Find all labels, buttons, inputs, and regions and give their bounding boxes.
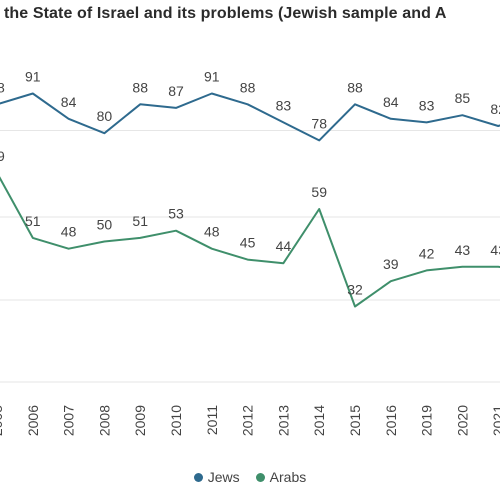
data-label: 43	[455, 242, 471, 258]
x-axis-ticks: 2005 2006 2007 2008 2009 2010 2011 2012 2013 2014…	[0, 405, 500, 436]
data-labels-arabs: 6951485051534845445932394243434	[0, 148, 500, 298]
x-tick-label: 2019	[419, 405, 435, 436]
data-labels-jews: 8891848088879188837888848385828	[0, 68, 500, 131]
legend-marker-arabs	[255, 472, 265, 482]
data-label: 85	[455, 90, 471, 106]
series-line-arabs	[0, 176, 500, 308]
data-label: 43	[490, 242, 500, 258]
data-label: 82	[490, 101, 500, 117]
data-label: 84	[61, 94, 77, 110]
legend: Jews Arabs	[0, 469, 500, 485]
data-label: 80	[97, 108, 113, 124]
data-label: 51	[132, 213, 148, 229]
data-label: 83	[419, 97, 435, 113]
x-tick-label: 2009	[132, 405, 148, 436]
data-label: 88	[240, 79, 256, 95]
data-label: 84	[383, 94, 399, 110]
x-tick-label: 2013	[275, 405, 291, 436]
x-tick-label: 2015	[347, 405, 363, 436]
gridlines	[0, 130, 500, 383]
data-label: 69	[0, 148, 5, 164]
data-label: 32	[347, 281, 363, 297]
data-label: 53	[168, 206, 184, 222]
data-label: 48	[204, 224, 220, 240]
data-label: 83	[276, 97, 292, 113]
data-label: 88	[347, 79, 363, 95]
x-tick-label: 2012	[240, 405, 256, 436]
x-tick-label: 2020	[454, 405, 470, 436]
data-label: 44	[276, 238, 292, 254]
data-label: 48	[61, 224, 77, 240]
data-label: 59	[311, 184, 327, 200]
legend-marker-jews	[193, 472, 203, 482]
legend-label-arabs: Arabs	[269, 469, 307, 485]
x-tick-label: 2016	[383, 405, 399, 436]
legend-item-jews[interactable]: Jews	[193, 469, 240, 485]
chart-title: the State of Israel and its problems (Je…	[4, 5, 447, 22]
data-label: 91	[204, 68, 220, 84]
x-tick-label: 2008	[96, 405, 112, 436]
series-line-jews	[0, 92, 500, 142]
legend-label-jews: Jews	[207, 469, 240, 485]
data-label: 39	[383, 256, 399, 272]
x-tick-label: 2014	[311, 405, 327, 436]
x-tick-label: 2005	[0, 405, 5, 436]
data-label: 88	[0, 79, 5, 95]
data-label: 51	[25, 213, 41, 229]
data-label: 87	[168, 83, 184, 99]
x-tick-label: 2007	[61, 405, 77, 436]
data-label: 91	[25, 68, 41, 84]
data-label: 78	[311, 115, 327, 131]
data-label: 88	[132, 79, 148, 95]
x-tick-label: 2021	[490, 405, 500, 436]
legend-item-arabs[interactable]: Arabs	[255, 469, 307, 485]
data-label: 45	[240, 235, 256, 251]
data-label: 42	[419, 245, 435, 261]
data-label: 50	[97, 217, 113, 233]
x-tick-label: 2006	[25, 405, 41, 436]
x-tick-label: 2010	[168, 405, 184, 436]
x-tick-label: 2011	[204, 405, 220, 435]
line-chart: 8891848088879188837888848385828695148505…	[0, 68, 500, 436]
